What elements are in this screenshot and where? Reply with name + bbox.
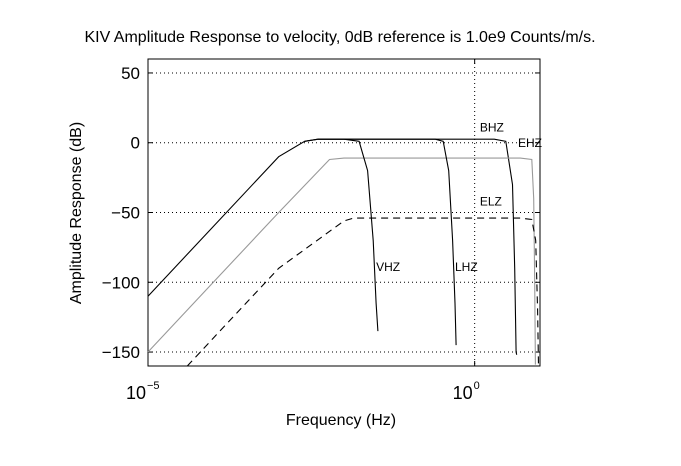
x-tick-exponent: 0	[474, 380, 480, 392]
y-tick-label: 0	[131, 134, 140, 153]
y-tick-label: −150	[102, 343, 140, 362]
series-line-ehz	[147, 157, 536, 365]
series-line-bhz	[147, 138, 518, 355]
series-label-lhz: LHZ	[455, 260, 478, 274]
x-tick-label: 10 −5	[126, 380, 160, 403]
series-label-ehz: EHZ	[518, 136, 542, 150]
chart-title: KIV Amplitude Response to velocity, 0dB …	[84, 29, 595, 46]
y-tick-label: −50	[111, 204, 140, 223]
x-axis-label: Frequency (Hz)	[286, 412, 396, 429]
y-tick-label: −100	[102, 273, 140, 292]
series-lines	[147, 138, 540, 367]
series-label-bhz: BHZ	[480, 121, 504, 135]
x-tick-label: 10 0	[453, 380, 480, 403]
series-line-elz	[186, 217, 540, 367]
series-label-elz: ELZ	[480, 195, 502, 209]
x-tick-base: 10	[126, 383, 146, 403]
y-tick-label: 50	[121, 64, 140, 83]
grid-lines	[147, 59, 540, 366]
series-line-lhz	[318, 138, 457, 346]
series-line-vhz	[304, 138, 379, 332]
series-labels: BHZ EHZ ELZ VHZ LHZ	[376, 121, 542, 275]
series-label-vhz: VHZ	[376, 260, 400, 274]
x-tick-exponent: −5	[147, 380, 160, 392]
y-axis-label: Amplitude Response (dB)	[68, 122, 85, 304]
x-tick-base: 10	[453, 383, 473, 403]
